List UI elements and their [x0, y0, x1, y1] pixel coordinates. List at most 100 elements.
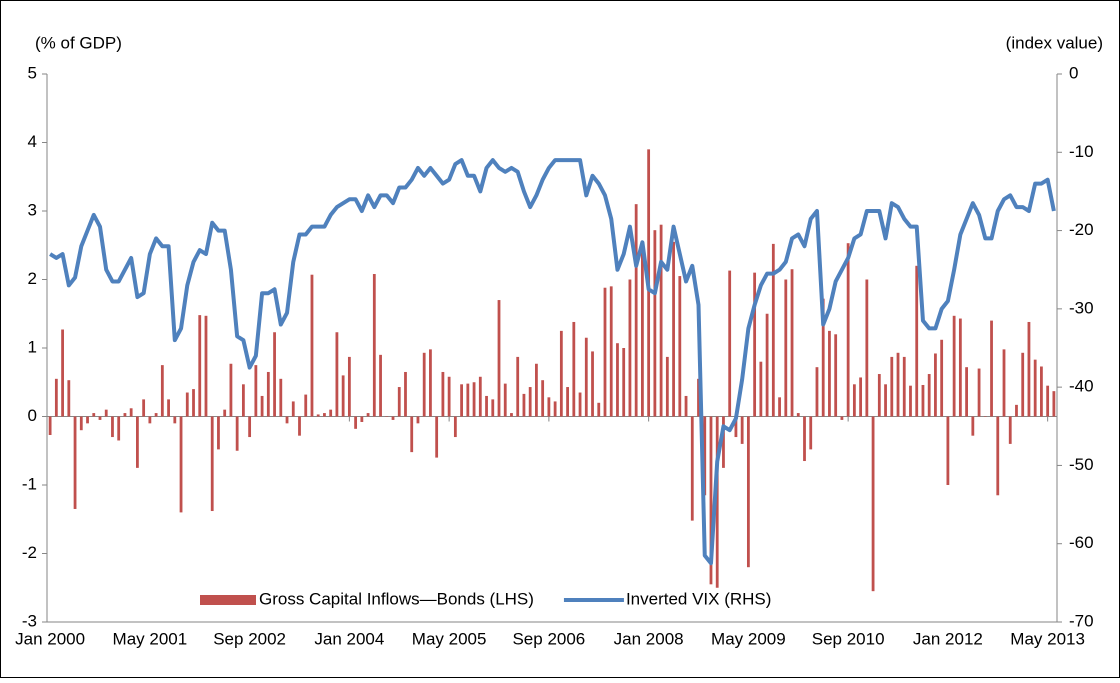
bar: [466, 383, 470, 417]
bar: [915, 265, 919, 417]
bar: [547, 397, 551, 417]
bar: [67, 380, 71, 417]
bar: [1052, 391, 1056, 417]
bar: [672, 241, 675, 417]
bar: [809, 416, 813, 450]
bar: [79, 416, 83, 431]
bar: [709, 416, 713, 585]
bar: [996, 416, 1000, 496]
x-tick-label: Jan 2008: [614, 629, 684, 648]
bar: [834, 334, 838, 417]
bar: [510, 413, 513, 417]
x-tick-label: Sep 2002: [213, 629, 286, 648]
bar: [784, 279, 788, 417]
bar: [516, 356, 520, 417]
bar: [528, 387, 532, 417]
bar: [422, 352, 426, 417]
bar: [73, 416, 77, 509]
bar: [173, 416, 177, 424]
bar: [909, 385, 912, 417]
x-tick-label: Sep 2010: [812, 629, 885, 648]
bar: [304, 394, 308, 417]
bar: [609, 286, 613, 417]
bar: [372, 274, 376, 417]
bar: [478, 376, 482, 417]
bar: [852, 384, 856, 417]
bar: [603, 287, 607, 417]
x-tick-label: Sep 2006: [512, 629, 585, 648]
legend-label: Inverted VIX (RHS): [626, 589, 772, 608]
bar: [553, 401, 557, 417]
bar: [665, 356, 669, 417]
bar: [522, 393, 526, 417]
y2-tick-label: -70: [1069, 611, 1094, 630]
bar: [123, 413, 127, 417]
bar: [341, 375, 345, 417]
bar: [117, 416, 121, 441]
bar: [167, 399, 170, 417]
x-tick-label: May 2005: [412, 629, 487, 648]
bar: [323, 413, 326, 417]
x-tick-label: May 2001: [113, 629, 188, 648]
bar: [497, 300, 501, 417]
bar: [404, 371, 407, 417]
bar: [279, 378, 283, 417]
bar: [865, 279, 869, 417]
bar: [192, 389, 195, 417]
bar: [828, 330, 831, 417]
bar: [877, 374, 881, 417]
bar: [641, 252, 644, 417]
bar: [472, 382, 476, 417]
bar: [634, 204, 638, 417]
bar: [958, 318, 962, 417]
bar: [217, 416, 220, 450]
y2-axis-label: (index value): [1006, 33, 1103, 52]
bar: [790, 269, 794, 417]
y2-tick-label: -50: [1069, 455, 1094, 474]
x-tick-label: May 2009: [711, 629, 786, 648]
bar: [990, 320, 993, 417]
bar: [983, 416, 987, 417]
bar: [329, 409, 333, 417]
bar: [778, 397, 781, 417]
bar: [129, 408, 133, 417]
bar: [435, 416, 439, 458]
bar: [703, 416, 707, 496]
bar: [429, 349, 432, 417]
bar: [1021, 352, 1025, 417]
bar: [298, 416, 301, 436]
bar: [753, 272, 757, 417]
bar: [1008, 416, 1012, 444]
bar: [977, 368, 981, 417]
x-tick-label: May 2013: [1010, 629, 1085, 648]
bar: [1033, 359, 1037, 417]
bar: [491, 399, 495, 417]
bar: [771, 243, 775, 417]
bar: [765, 313, 769, 417]
bar: [566, 387, 569, 417]
bar: [54, 378, 58, 417]
bar: [940, 339, 944, 417]
bar: [453, 416, 457, 438]
bar: [316, 414, 320, 417]
bar: [722, 416, 725, 468]
bar: [485, 395, 488, 417]
y2-tick-label: -10: [1069, 142, 1094, 161]
bar: [890, 356, 894, 417]
y-tick-label: 1: [28, 337, 37, 356]
bar: [846, 243, 850, 417]
bar: [1040, 366, 1043, 417]
bar: [385, 416, 389, 417]
bar: [416, 416, 420, 424]
bar: [235, 416, 239, 451]
y-tick-label: -1: [22, 474, 37, 493]
bar: [934, 353, 937, 417]
y-axis-label: (% of GDP): [35, 33, 122, 52]
bar: [136, 416, 139, 468]
bar: [859, 377, 863, 417]
bar: [796, 413, 800, 417]
bar: [921, 384, 925, 417]
bar: [659, 224, 663, 417]
bar: [578, 392, 582, 417]
y2-tick-label: -40: [1069, 377, 1094, 396]
